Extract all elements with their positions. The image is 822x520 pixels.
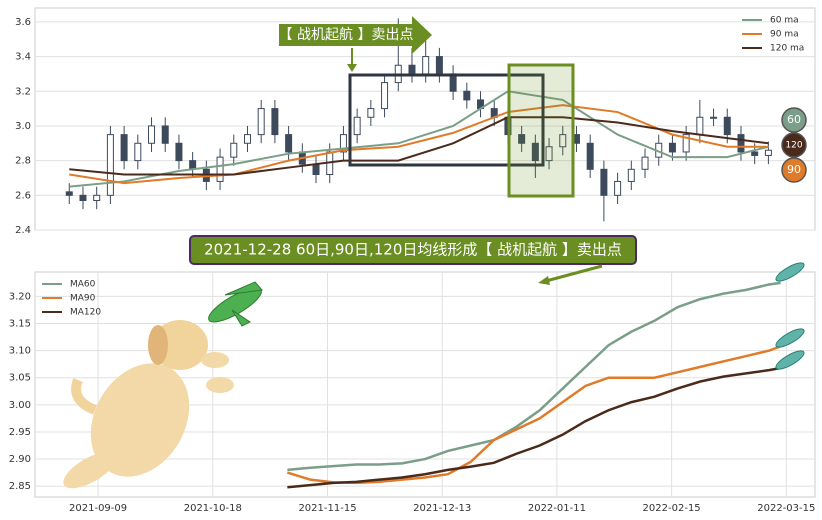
candle-body — [449, 73, 457, 92]
arrow-head — [347, 64, 357, 72]
candle-body — [422, 56, 430, 75]
x-tick-label: 2022-03-15 — [757, 503, 815, 514]
candle-body — [559, 134, 567, 148]
highlight-box — [348, 73, 545, 167]
candle-body — [339, 134, 347, 153]
candle-body — [285, 134, 293, 153]
candle-body — [668, 142, 676, 153]
candle-body — [600, 168, 608, 196]
y-tick-label: 3.10 — [9, 346, 31, 357]
candle-body — [408, 64, 416, 75]
y-tick-label: 3.4 — [15, 52, 31, 63]
candle-body — [148, 125, 156, 144]
candle-body — [271, 108, 279, 136]
legend-label: MA90 — [70, 294, 96, 304]
candle-body — [65, 191, 73, 196]
badge — [781, 107, 807, 133]
candle-body — [216, 156, 224, 182]
candle-body — [723, 116, 731, 136]
x-tick-label: 2021-09-09 — [69, 503, 127, 514]
x-tick-label: 2021-10-18 — [184, 503, 242, 514]
candle-body — [627, 168, 635, 182]
candle-body — [106, 134, 114, 196]
y-tick-label: 2.95 — [9, 427, 31, 438]
ma-line — [286, 345, 782, 485]
dog-illustration — [63, 320, 234, 489]
legend-label: MA120 — [70, 308, 101, 318]
arrow — [545, 264, 603, 283]
candle-body — [764, 149, 772, 156]
x-tick-label: 2021-11-15 — [298, 503, 356, 514]
y-tick-label: 3.05 — [9, 373, 31, 384]
candle-body — [353, 116, 361, 136]
candle-body — [134, 142, 142, 162]
y-tick-label: 2.85 — [9, 481, 31, 492]
candle-body — [243, 134, 251, 144]
legend-label: 120 ma — [770, 44, 804, 54]
y-tick-label: 3.15 — [9, 319, 31, 330]
candle-body — [175, 142, 183, 162]
candle-body — [120, 134, 128, 162]
y-tick-label: 3.6 — [15, 17, 31, 28]
y-tick-label: 2.90 — [9, 454, 31, 465]
candle-body — [531, 142, 539, 162]
candle-body — [545, 146, 553, 162]
ma-line — [69, 104, 769, 185]
candle-body — [312, 163, 320, 175]
arrow-label-bg — [279, 16, 432, 54]
y-tick-label: 3.0 — [15, 121, 31, 132]
y-tick-label: 2.4 — [15, 225, 31, 236]
badge-label: 120 — [785, 141, 802, 151]
highlight-box — [507, 63, 575, 198]
ma-line — [287, 281, 781, 472]
candle-body — [518, 134, 526, 144]
candle-body — [614, 180, 622, 196]
legend-label: MA60 — [70, 280, 96, 290]
candle-body — [463, 90, 471, 101]
x-tick-label: 2022-01-11 — [528, 503, 586, 514]
candle-body — [682, 134, 690, 153]
banner — [189, 235, 637, 265]
candle-body — [751, 151, 759, 156]
ma-line — [69, 90, 769, 188]
candle-body — [230, 142, 238, 158]
candle-body — [381, 82, 389, 110]
y-tick-label: 3.00 — [9, 400, 31, 411]
y-tick-label: 2.8 — [15, 156, 31, 167]
candle-body — [710, 116, 718, 119]
legend-label: 90 ma — [770, 30, 799, 40]
ma-line — [69, 116, 769, 176]
y-tick-label: 3.20 — [9, 291, 31, 302]
candle-body — [696, 116, 704, 136]
x-tick-label: 2022-02-15 — [643, 503, 701, 514]
badge — [781, 157, 807, 183]
badge-label: 90 — [787, 163, 801, 176]
candle-body — [737, 134, 745, 153]
candle-body — [435, 56, 443, 75]
badge — [781, 132, 807, 158]
plane-icon — [208, 281, 263, 327]
candle-body — [641, 156, 649, 170]
candle-body — [161, 125, 169, 144]
annotation: 【 战机起航 】卖出点 — [279, 27, 414, 43]
candle-body — [257, 108, 265, 136]
y-tick-label: 3.2 — [15, 86, 31, 97]
arrow-head — [538, 276, 550, 285]
badge-label: 60 — [787, 113, 801, 126]
ma-line — [287, 366, 781, 489]
candle-body — [586, 142, 594, 170]
candle-body — [367, 108, 375, 118]
candle-body — [79, 194, 87, 202]
candle-body — [189, 160, 197, 170]
legend-label: 60 ma — [770, 16, 799, 26]
candle-body — [93, 194, 101, 202]
banner-text: 2021-12-28 60日,90日,120日均线形成【 战机起航 】卖出点 — [204, 241, 622, 259]
x-tick-label: 2021-12-13 — [413, 503, 471, 514]
plane-icon — [775, 262, 805, 370]
y-tick-label: 2.6 — [15, 190, 31, 201]
